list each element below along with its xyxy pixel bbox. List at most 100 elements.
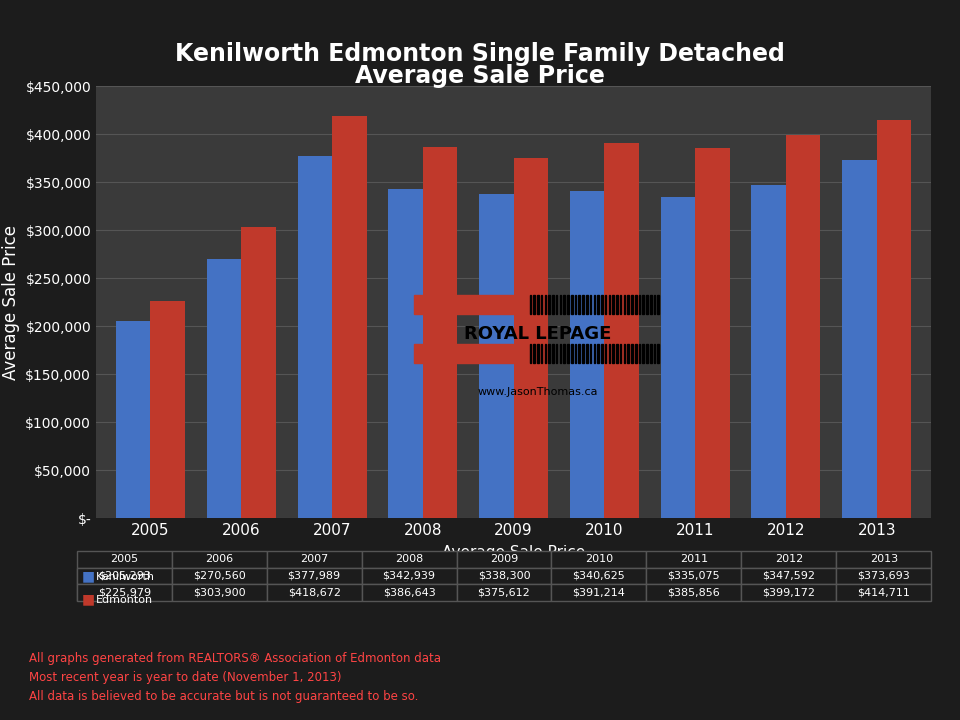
Bar [579,295,580,314]
Bar [658,344,660,363]
Bar [786,135,821,518]
Bar [537,295,539,314]
Bar [544,295,546,314]
Bar [422,147,457,518]
Bar [544,344,546,363]
Bar [876,120,911,518]
Bar [605,344,607,363]
Bar [624,344,625,363]
Text: ROYAL LEPAGE: ROYAL LEPAGE [464,325,612,343]
Bar [654,295,656,314]
Bar [601,295,603,314]
Bar [571,295,572,314]
Bar [593,344,595,363]
Bar [514,158,548,518]
Bar [638,295,640,314]
Bar [564,344,565,363]
Bar [593,295,595,314]
Bar [534,344,535,363]
Bar [548,295,550,314]
Bar [646,295,648,314]
Bar [646,344,648,363]
Bar [582,295,584,314]
Bar [571,344,572,363]
Bar [642,344,644,363]
Bar [564,295,565,314]
Bar [616,344,617,363]
Bar [586,344,588,363]
Bar [597,344,599,363]
Bar [556,295,558,314]
Bar [601,344,603,363]
Bar [556,344,558,363]
Bar [616,295,617,314]
Bar [605,295,607,314]
Bar [206,258,241,518]
Bar [620,344,621,363]
Text: ■: ■ [82,593,95,606]
Text: Kenilworth: Kenilworth [96,572,155,582]
Bar [609,344,611,363]
Bar [560,295,562,314]
Bar [534,295,535,314]
Bar [579,344,580,363]
Text: Edmonton: Edmonton [96,595,154,606]
Bar [552,344,554,363]
Bar [241,227,276,518]
Bar [695,148,730,518]
Bar [635,295,636,314]
Bar [642,295,644,314]
Bar [552,295,554,314]
Bar [582,344,584,363]
Bar [638,344,640,363]
Bar [151,302,185,518]
Bar [752,185,786,518]
Bar [597,295,599,314]
Bar [479,194,514,518]
Bar [540,344,542,363]
Text: All graphs generated from REALTORS® Association of Edmonton data
Most recent yea: All graphs generated from REALTORS® Asso… [29,652,441,703]
Bar [605,143,639,518]
Bar [116,321,151,518]
Bar [631,295,633,314]
Bar [842,160,876,518]
Bar [388,189,422,518]
Bar [575,344,576,363]
Bar [548,344,550,363]
Bar [414,344,521,363]
Bar [650,295,652,314]
Bar [635,344,636,363]
Bar [540,295,542,314]
Bar [628,295,629,314]
Bar [658,295,660,314]
Bar [612,295,614,314]
Bar [589,344,591,363]
Bar [567,344,568,363]
Y-axis label: Average Sale Price: Average Sale Price [2,225,20,380]
Bar [650,344,652,363]
Bar [414,295,521,314]
Bar [628,344,629,363]
Text: ■: ■ [82,570,95,583]
Bar [612,344,614,363]
Bar [609,295,611,314]
Bar [575,295,576,314]
Bar [570,192,605,518]
Bar [586,295,588,314]
Bar [620,295,621,314]
Bar [332,117,367,518]
Bar [567,295,568,314]
Bar [654,344,656,363]
Bar [530,295,531,314]
Bar [530,344,531,363]
Bar [660,197,695,518]
Bar [537,344,539,363]
Bar [624,295,625,314]
Bar [298,156,332,518]
Text: Kenilworth Edmonton Single Family Detached: Kenilworth Edmonton Single Family Detach… [175,42,785,66]
Bar [631,344,633,363]
Text: Average Sale Price: Average Sale Price [355,63,605,88]
Text: www.JasonThomas.ca: www.JasonThomas.ca [477,387,598,397]
Bar [560,344,562,363]
X-axis label: Average Sale Price: Average Sale Price [442,545,586,560]
